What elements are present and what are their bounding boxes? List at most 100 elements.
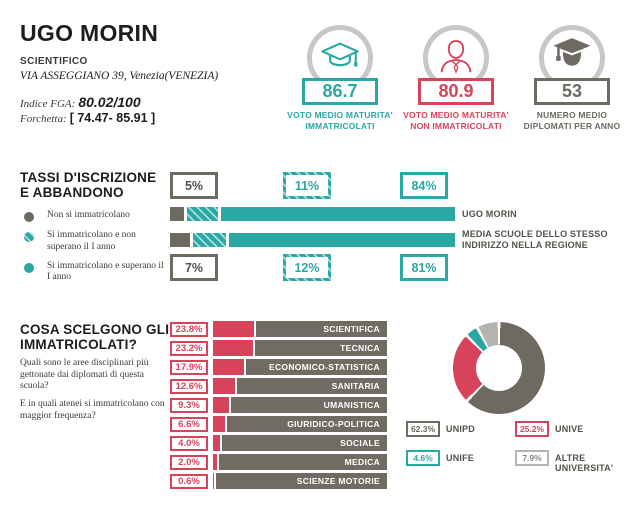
discipline-bar-track: SANITARIA bbox=[236, 378, 387, 394]
university-legend-item: 62.3% UNIPD bbox=[406, 421, 515, 437]
discipline-bar: SANITARIA bbox=[213, 378, 387, 394]
discipline-value: 23.8% bbox=[170, 321, 208, 337]
forchetta-label: Forchetta: bbox=[20, 113, 67, 125]
bar-segment-1 bbox=[170, 207, 184, 221]
discipline-bar-track: GIURIDICO-POLITICA bbox=[226, 416, 387, 432]
university-donut-chart bbox=[453, 322, 545, 414]
cosa-section-left: COSA SCELGONO GLI IMMATRICOLATI? Quali s… bbox=[20, 322, 170, 422]
legend-item: Si immatricolano e superano il I anno bbox=[20, 261, 168, 284]
discipline-bar-track: SOCIALE bbox=[222, 435, 387, 451]
stat-card: 86.7 VOTO MEDIO MATURITA' IMMATRICOLATI bbox=[287, 25, 393, 132]
fga-line: Indice FGA: 80.02/100 bbox=[20, 94, 141, 110]
bar-segment-2 bbox=[192, 233, 226, 247]
discipline-bar: ECONOMICO-STATISTICA bbox=[213, 359, 387, 375]
rate-value: 84% bbox=[400, 172, 448, 199]
stat-label: VOTO MEDIO MATURITA' NON IMMATRICOLATI bbox=[403, 110, 509, 132]
school-address: VIA ASSEGGIANO 39, Venezia(VENEZIA) bbox=[20, 70, 219, 82]
discipline-bar-fill bbox=[213, 454, 217, 470]
discipline-bar-track: UMANISTICA bbox=[231, 397, 387, 413]
enrollment-stacked-chart: 5% 11% 84% UGO MORIN 7% 12% 81% MEDIA SCUOLE DE… bbox=[170, 172, 635, 284]
discipline-row: 23.2% TECNICA bbox=[170, 340, 387, 356]
rate-box-hatched: 12% bbox=[283, 254, 331, 281]
legend-label: Non si immatricolano bbox=[47, 210, 130, 221]
stat-cards: 86.7 VOTO MEDIO MATURITA' IMMATRICOLATI 8… bbox=[287, 25, 625, 132]
discipline-row: 6.6% GIURIDICO-POLITICA bbox=[170, 416, 387, 432]
legend-dot-gray-solid bbox=[24, 212, 34, 223]
graduate-icon bbox=[550, 34, 594, 83]
stat-card: 80.9 VOTO MEDIO MATURITA' NON IMMATRICOLA… bbox=[403, 25, 509, 132]
university-legend-item: 25.2% UNIVE bbox=[515, 421, 633, 437]
graduation-cap-icon bbox=[319, 35, 361, 82]
discipline-value: 6.6% bbox=[170, 416, 208, 432]
fga-label: Indice FGA: bbox=[20, 98, 76, 110]
discipline-bar-chart: 23.8% SCIENTIFICA 23.2% TECNICA 17.9% ECONOMI… bbox=[170, 321, 387, 489]
forchetta-line: Forchetta: [ 74.47- 85.91 ] bbox=[20, 111, 155, 125]
legend-item: Si immatricolano e non superano il I ann… bbox=[20, 230, 168, 253]
stat-card: 53 NUMERO MEDIO DIPLOMATI PER ANNO bbox=[519, 25, 625, 132]
university-name: UNIFE bbox=[446, 453, 474, 463]
discipline-bar-track: TECNICA bbox=[255, 340, 387, 356]
discipline-bar-fill bbox=[213, 416, 225, 432]
discipline-value: 9.3% bbox=[170, 397, 208, 413]
stat-value: 86.7 bbox=[302, 78, 378, 105]
discipline-bar-track: SCIENZE MOTORIE bbox=[216, 473, 387, 489]
fga-value: 80.02/100 bbox=[78, 94, 141, 110]
discipline-value: 12.6% bbox=[170, 378, 208, 394]
discipline-bar-track: ECONOMICO-STATISTICA bbox=[246, 359, 387, 375]
tassi-legend: Non si immatricolano Si immatricolano e n… bbox=[20, 210, 168, 284]
university-share-value: 25.2% bbox=[515, 421, 549, 437]
bar-segment-1 bbox=[170, 233, 190, 247]
university-legend-item: 4.6% UNIFE bbox=[406, 450, 515, 474]
discipline-row: 17.9% ECONOMICO-STATISTICA bbox=[170, 359, 387, 375]
cosa-question-2: E in quali atenei si immatricolano con m… bbox=[20, 398, 165, 421]
university-name: UNIPD bbox=[446, 424, 476, 434]
bar-segment-2 bbox=[186, 207, 218, 221]
discipline-row: 12.6% SANITARIA bbox=[170, 378, 387, 394]
discipline-bar: SOCIALE bbox=[213, 435, 387, 451]
university-legend: 62.3% UNIPD 25.2% UNIVE 4.6% UNIFE 7.9% ALTRE U… bbox=[406, 421, 633, 474]
school-type: SCIENTIFICO bbox=[20, 56, 88, 67]
discipline-bar-fill bbox=[213, 340, 254, 356]
discipline-value: 4.0% bbox=[170, 435, 208, 451]
rate-value: 7% bbox=[170, 254, 218, 281]
discipline-bar-fill bbox=[213, 359, 245, 375]
bar-segment-3 bbox=[229, 233, 455, 247]
discipline-bar: SCIENTIFICA bbox=[213, 321, 387, 337]
discipline-bar: SCIENZE MOTORIE bbox=[213, 473, 387, 489]
cosa-title: COSA SCELGONO GLI IMMATRICOLATI? bbox=[20, 322, 170, 353]
discipline-bar: UMANISTICA bbox=[213, 397, 387, 413]
university-share-value: 7.9% bbox=[515, 450, 549, 466]
discipline-bar-fill bbox=[213, 378, 235, 394]
stat-label: VOTO MEDIO MATURITA' IMMATRICOLATI bbox=[287, 110, 393, 132]
university-legend-item: 7.9% ALTRE UNIVERSITA' bbox=[515, 450, 633, 474]
discipline-bar-track: SCIENTIFICA bbox=[256, 321, 387, 337]
legend-item: Non si immatricolano bbox=[20, 210, 168, 223]
discipline-value: 0.6% bbox=[170, 473, 208, 489]
discipline-row: 2.0% MEDICA bbox=[170, 454, 387, 470]
discipline-row: 4.0% SOCIALE bbox=[170, 435, 387, 451]
discipline-row: 0.6% SCIENZE MOTORIE bbox=[170, 473, 387, 489]
discipline-bar-fill bbox=[213, 397, 230, 413]
tassi-section-left: TASSI D'ISCRIZIONE E ABBANDONO Non si im… bbox=[20, 170, 168, 292]
cosa-question-1: Quali sono le aree disciplinari più gett… bbox=[20, 358, 149, 392]
rate-value: 5% bbox=[170, 172, 218, 199]
discipline-bar: MEDICA bbox=[213, 454, 387, 470]
donut-hole bbox=[476, 345, 522, 391]
stat-value: 53 bbox=[534, 78, 610, 105]
university-name: UNIVE bbox=[555, 424, 584, 434]
discipline-row: 23.8% SCIENTIFICA bbox=[170, 321, 387, 337]
bar-category-label: UGO MORIN bbox=[462, 209, 517, 219]
discipline-bar-fill bbox=[213, 321, 255, 337]
university-share-value: 62.3% bbox=[406, 421, 440, 437]
forchetta-value: [ 74.47- 85.91 ] bbox=[69, 111, 156, 125]
school-name: UGO MORIN bbox=[20, 20, 159, 46]
rate-value: 12% bbox=[286, 257, 328, 278]
discipline-bar: TECNICA bbox=[213, 340, 387, 356]
legend-label: Si immatricolano e superano il I anno bbox=[47, 261, 164, 283]
discipline-bar-fill bbox=[213, 435, 220, 451]
legend-label: Si immatricolano e non superano il I ann… bbox=[47, 230, 136, 252]
stacked-bar bbox=[170, 207, 455, 221]
stat-value: 80.9 bbox=[418, 78, 494, 105]
discipline-bar-track: MEDICA bbox=[218, 454, 387, 470]
